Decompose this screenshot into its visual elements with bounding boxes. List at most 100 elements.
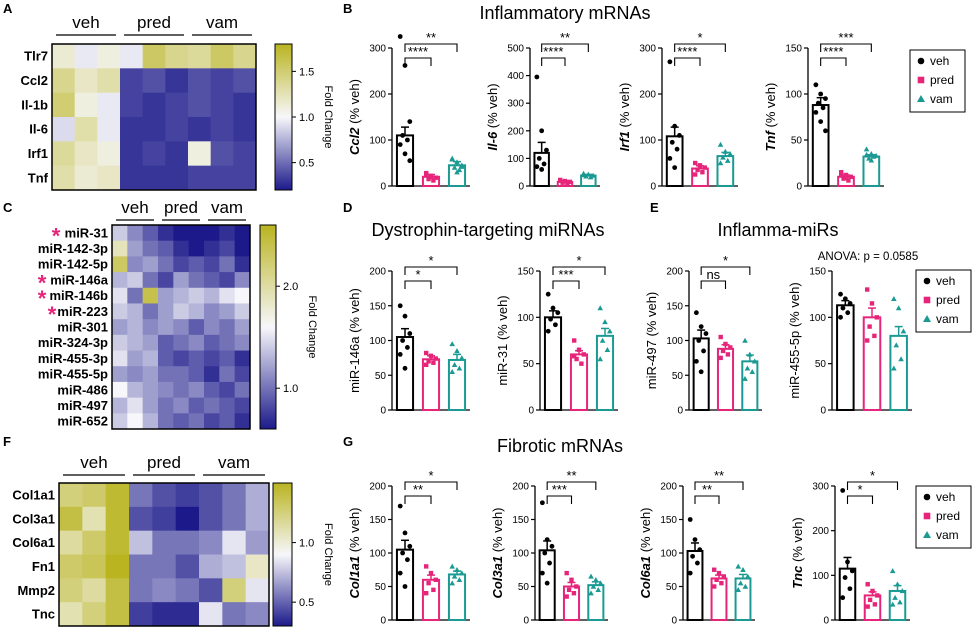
y-tick-label: 50 xyxy=(672,371,684,382)
data-point-vam xyxy=(717,141,724,147)
y-tick-label: 150 xyxy=(666,301,683,312)
heatmap-cell xyxy=(165,141,189,167)
data-point-pred xyxy=(872,333,877,339)
colorbar-tick-label: 2.0 xyxy=(283,281,298,293)
legend-label: pred xyxy=(936,509,960,523)
data-point-veh xyxy=(402,151,408,157)
heatmap-cell xyxy=(234,303,251,320)
colorbar-label: Fold Change xyxy=(322,86,334,149)
bar-vam xyxy=(716,155,735,188)
legend-marker-vam xyxy=(923,315,931,322)
heatmap-cell xyxy=(165,117,189,142)
heatmap-cell xyxy=(112,413,128,430)
heatmap-cell xyxy=(173,225,190,242)
y-axis-label-unit: (% veh) xyxy=(638,507,653,555)
significance-label: ** xyxy=(714,468,724,483)
heatmap-cell xyxy=(127,303,144,320)
data-point-vam xyxy=(451,573,458,579)
colorbar-tick-label: 0.5 xyxy=(299,158,314,170)
y-tick-label: 100 xyxy=(785,90,802,101)
heatmap-border xyxy=(111,224,251,430)
colorbar-label: Fold Change xyxy=(306,296,318,359)
data-point-veh xyxy=(847,586,853,592)
y-tick-label: 200 xyxy=(639,90,656,101)
data-point-veh xyxy=(544,580,550,586)
heatmap-cell xyxy=(82,578,107,603)
heatmap-cell xyxy=(222,506,247,532)
data-point-vam xyxy=(889,601,896,607)
heatmap-cell xyxy=(188,165,212,191)
significance-bracket xyxy=(674,57,701,66)
data-point-vam xyxy=(868,157,875,163)
data-point-pred xyxy=(723,341,728,347)
y-tick-label: 100 xyxy=(809,313,826,324)
heatmap-cell xyxy=(142,350,159,367)
data-point-veh xyxy=(674,146,680,152)
heatmap-group-label: vam xyxy=(206,13,238,32)
data-point-pred xyxy=(716,570,722,576)
y-tick-label: 150 xyxy=(369,301,386,312)
bar-chart-mir-455-5p: 0 50 100 150 miR-455-5p (% veh) xyxy=(787,267,912,417)
significance-bracket xyxy=(404,495,432,504)
heatmap-cell xyxy=(188,256,205,273)
heatmap-cell xyxy=(234,240,251,257)
data-point-veh xyxy=(539,570,545,576)
heatmap-cell xyxy=(158,413,174,430)
heatmap-cell xyxy=(158,287,174,304)
data-point-pred xyxy=(843,172,849,178)
data-point-vam xyxy=(454,169,460,175)
y-tick-label: 0 xyxy=(677,406,683,417)
heatmap-cell xyxy=(59,506,83,532)
heatmap-cell xyxy=(142,287,159,304)
heatmap-cell xyxy=(199,506,223,532)
legend-box: veh pred vam xyxy=(915,485,972,549)
data-point-vam xyxy=(742,583,749,589)
y-axis-label: Tnc (% veh) xyxy=(790,517,805,589)
data-point-vam xyxy=(894,581,901,587)
heatmap-group-label: pred xyxy=(147,453,181,472)
data-point-pred xyxy=(693,160,698,166)
y-axis-label-gene: Il-6 xyxy=(485,131,500,151)
heatmap-row-label: Tnc xyxy=(32,607,55,622)
heatmap-cell xyxy=(120,44,144,69)
y-tick-label: 0 xyxy=(671,616,677,627)
significance-bracket xyxy=(694,481,744,490)
data-point-pred xyxy=(865,338,870,343)
heatmap-cell xyxy=(59,530,83,555)
significance-bracket xyxy=(546,481,597,490)
data-point-pred xyxy=(562,178,568,184)
heatmap-row-label: Ccl2 xyxy=(21,73,48,88)
significance-star-marker: * xyxy=(52,223,61,248)
heatmap-cell xyxy=(173,240,190,257)
heatmap-cell xyxy=(188,68,212,94)
data-point-pred xyxy=(693,172,698,177)
data-point-veh xyxy=(690,553,695,559)
data-point-pred xyxy=(579,361,584,366)
heatmap-cell xyxy=(188,334,205,352)
heatmap-cell xyxy=(188,117,212,142)
heatmap-cell xyxy=(127,397,144,414)
y-tick-label: 200 xyxy=(512,482,529,493)
y-tick-label: 150 xyxy=(369,515,386,526)
legend-label: veh xyxy=(936,490,955,504)
data-point-veh xyxy=(549,543,555,549)
significance-bracket xyxy=(700,266,751,275)
heatmap-cell xyxy=(97,117,121,142)
heatmap-cell xyxy=(173,397,190,414)
significance-bracket xyxy=(820,43,872,52)
data-point-veh xyxy=(541,161,547,167)
legend-label: vam xyxy=(930,92,953,106)
data-point-vam xyxy=(899,588,906,594)
data-point-pred xyxy=(875,593,880,598)
data-point-vam xyxy=(749,368,756,374)
data-point-vam xyxy=(900,328,907,334)
heatmap-row-label: miR-486 xyxy=(57,382,108,397)
heatmap-cell xyxy=(234,319,251,336)
y-tick-label: 100 xyxy=(812,571,829,582)
heatmap-cell xyxy=(97,141,121,167)
data-point-veh xyxy=(672,123,678,129)
significance-label: ns xyxy=(706,267,720,282)
legend-marker-veh xyxy=(923,277,931,285)
data-point-veh xyxy=(813,110,819,115)
data-point-vam xyxy=(449,368,455,374)
